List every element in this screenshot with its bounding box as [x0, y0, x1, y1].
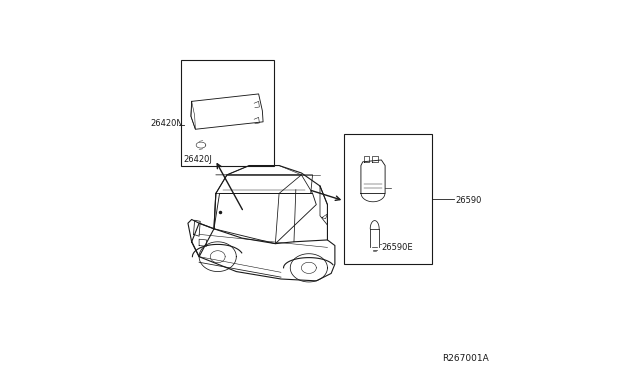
Text: 26590E: 26590E — [381, 243, 413, 252]
Bar — [344, 134, 431, 264]
Text: 26420J: 26420J — [184, 155, 212, 164]
Text: 26590: 26590 — [456, 196, 482, 205]
Bar — [180, 60, 273, 166]
Text: R267001A: R267001A — [442, 354, 489, 363]
Text: 26420N: 26420N — [151, 119, 184, 128]
